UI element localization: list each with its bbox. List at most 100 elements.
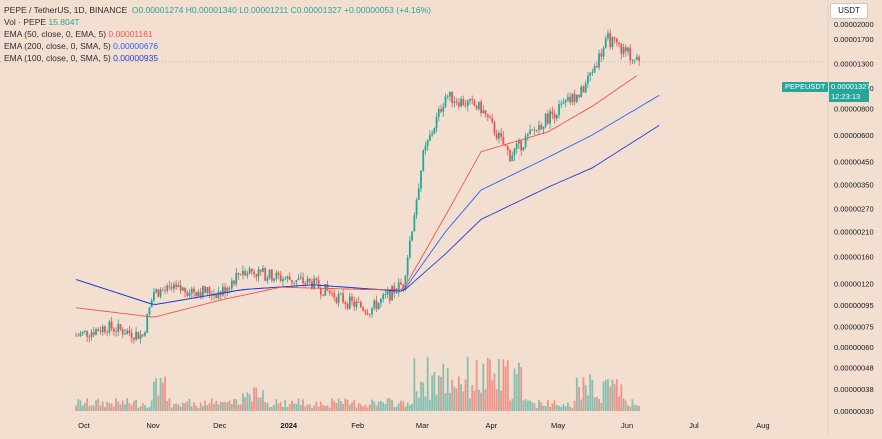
volume-bar [268, 407, 271, 411]
currency-button[interactable]: USDT [830, 3, 868, 19]
price-axis-label: 0.00000210 [834, 228, 874, 237]
volume-bar [170, 407, 173, 411]
candle-body [155, 289, 158, 292]
volume-bar [306, 404, 309, 411]
volume-bar [524, 399, 527, 411]
volume-bar [259, 397, 262, 411]
volume-bar [495, 389, 498, 411]
candle-body [259, 269, 262, 272]
volume-bar [629, 406, 632, 411]
volume-bar [580, 399, 583, 411]
candle-body [242, 271, 244, 275]
candle-body [591, 72, 594, 74]
volume-bar [538, 399, 540, 411]
candle-body [435, 116, 438, 129]
volume-bar [108, 403, 111, 411]
volume-bar [544, 405, 547, 411]
volume-bar [598, 399, 600, 411]
price-axis-label: 0.00000450 [834, 157, 874, 166]
candle-body [344, 302, 347, 305]
candle-body [353, 300, 356, 307]
candle-body [166, 285, 169, 291]
price-axis-label: 0.00001700 [834, 35, 874, 44]
volume-bar [186, 401, 189, 411]
volume-bar [402, 401, 405, 411]
candle-body [282, 278, 284, 281]
candle-body [101, 326, 104, 332]
volume-bar [253, 387, 255, 411]
volume-bar [460, 384, 462, 411]
volume-bar [291, 400, 293, 411]
candle-body [139, 334, 142, 339]
candle-body [288, 276, 291, 280]
legend-ema100-row: EMA (100, close, 0, SMA, 5) 0.00000935 [4, 52, 431, 64]
candle-body [130, 332, 133, 338]
candle-body [92, 332, 95, 335]
candle-body [104, 326, 106, 333]
volume-bar [457, 376, 460, 411]
candle-body [255, 274, 258, 277]
candle-body [324, 284, 327, 296]
legend-volume-label[interactable]: Vol · PEPE [4, 17, 47, 27]
legend-symbol[interactable]: PEPE / TetherUS, 1D, BINANCE [4, 5, 128, 15]
volume-bar [173, 404, 175, 411]
candle-body [562, 102, 565, 104]
volume-bar [473, 390, 476, 411]
volume-bar [199, 402, 202, 411]
price-axis-label: 0.00000350 [834, 181, 874, 190]
volume-bar [357, 403, 360, 411]
candle-body [95, 329, 97, 335]
candle-body [246, 273, 249, 276]
candle-body [233, 280, 235, 285]
candle-body [638, 56, 641, 61]
volume-bar [408, 405, 411, 411]
price-axis-label: 0.00000270 [834, 205, 874, 214]
volume-bar [342, 404, 344, 411]
legend-volume-value: 15.804T [48, 17, 80, 27]
legend-ema100-label[interactable]: EMA (100, close, 0, SMA, 5) [4, 53, 111, 63]
candle-body [540, 124, 543, 130]
volume-bar [115, 398, 117, 411]
volume-bar [633, 404, 636, 411]
volume-bar [208, 403, 211, 411]
volume-bar [344, 398, 347, 411]
volume-bar [391, 400, 393, 411]
candle-body [250, 268, 253, 272]
candle-body [235, 273, 238, 285]
volume-bar [453, 386, 456, 411]
volume-bar [571, 407, 574, 411]
volume-bar [533, 403, 536, 411]
candle-body [388, 290, 391, 301]
legend-ema50-row: EMA (50, close, 0, EMA, 5) 0.00001161 [4, 28, 431, 40]
volume-bar [366, 407, 369, 411]
volume-bar [486, 358, 489, 411]
candle-body [469, 99, 471, 101]
volume-bar [471, 385, 474, 411]
volume-bar [148, 406, 151, 411]
candle-body [460, 98, 462, 107]
candle-body [337, 293, 340, 303]
volume-bar [404, 406, 407, 411]
candle-body [179, 285, 182, 291]
volume-bar [219, 401, 222, 411]
volume-bar [90, 405, 93, 411]
legend-ema50-label[interactable]: EMA (50, close, 0, EMA, 5) [4, 29, 107, 39]
volume-bar [386, 398, 389, 411]
legend-ema100-value: 0.00000935 [113, 53, 159, 63]
legend-ema200-row: EMA (200, close, 0, SMA, 5) 0.00000676 [4, 40, 431, 52]
volume-bar [175, 403, 178, 411]
legend-low: L0.00001211 [239, 5, 289, 15]
volume-bar [464, 379, 467, 411]
volume-bar [75, 405, 77, 411]
candle-body [224, 286, 227, 294]
candle-body [168, 285, 171, 287]
legend-ema200-label[interactable]: EMA (200, close, 0, SMA, 5) [4, 41, 111, 51]
candle-body [286, 276, 289, 279]
candle-body [533, 129, 536, 131]
candle-body [457, 102, 460, 107]
volume-bar [246, 392, 249, 411]
candle-body [335, 297, 338, 303]
volume-bar [141, 403, 144, 411]
volume-bar [624, 400, 627, 411]
